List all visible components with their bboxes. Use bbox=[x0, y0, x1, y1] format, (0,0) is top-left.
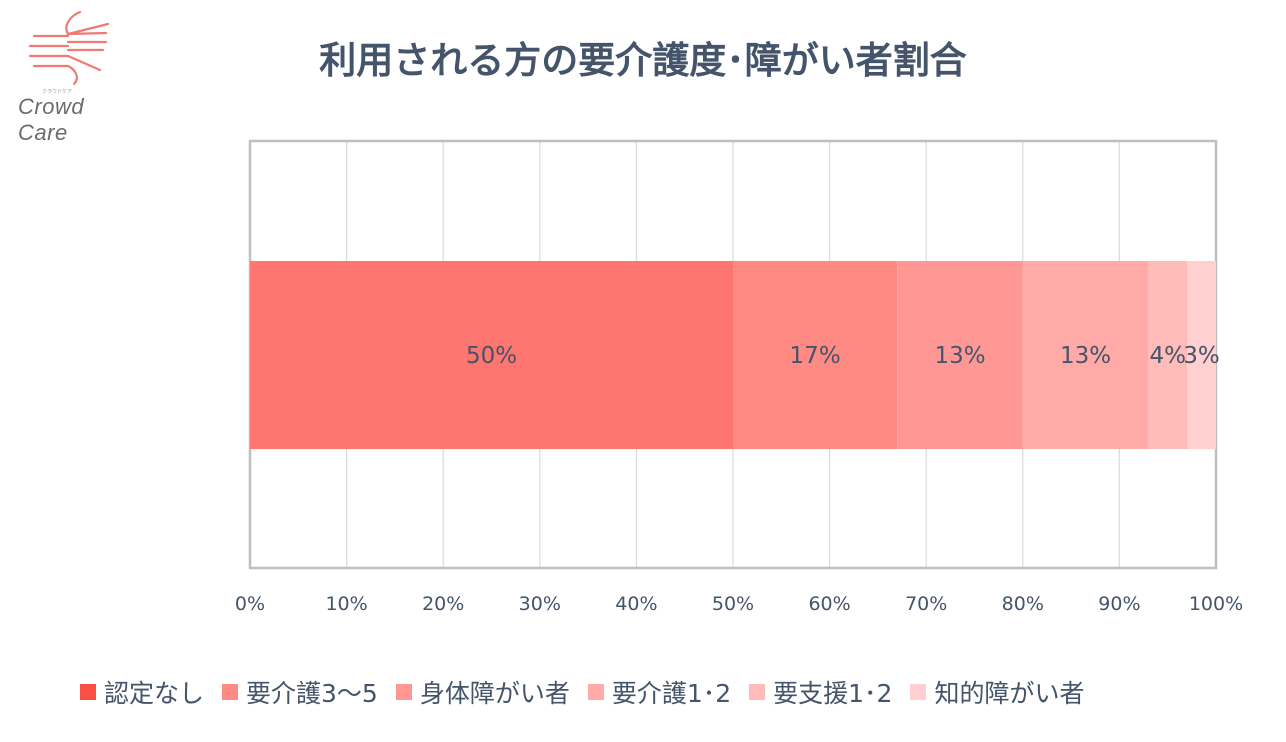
x-tick-label: 80% bbox=[1002, 593, 1044, 615]
x-tick-label: 0% bbox=[235, 593, 265, 615]
legend-swatch bbox=[910, 684, 927, 700]
legend-swatch bbox=[80, 684, 96, 700]
chart-legend: 認定なし 要介護3～5 身体障がい者 要介護1･2 要支援1･2 知的障がい者 bbox=[80, 672, 1084, 712]
data-label: 3% bbox=[1183, 343, 1220, 369]
legend-label: 知的障がい者 bbox=[934, 679, 1085, 708]
data-label: 17% bbox=[790, 343, 841, 369]
x-tick-label: 10% bbox=[325, 593, 367, 615]
x-tick-label: 20% bbox=[422, 593, 464, 615]
chart-title: 利用される方の要介護度･障がい者割合 bbox=[319, 39, 967, 82]
x-tick-label: 60% bbox=[808, 593, 850, 615]
legend-swatch bbox=[222, 684, 239, 700]
legend-swatch bbox=[749, 684, 766, 700]
x-tick-label: 100% bbox=[1189, 593, 1243, 615]
legend-label: 要支援1･2 bbox=[773, 679, 893, 708]
x-tick-label: 50% bbox=[712, 593, 754, 615]
legend-swatch bbox=[587, 684, 604, 700]
x-tick-label: 30% bbox=[519, 593, 561, 615]
crowd-care-logo: クラウドケア Crowd Care bbox=[8, 6, 138, 145]
x-tick-label: 40% bbox=[615, 593, 657, 615]
data-label: 13% bbox=[1060, 343, 1111, 369]
bar-segment bbox=[733, 261, 898, 449]
data-label: 13% bbox=[934, 343, 985, 369]
bar-segment bbox=[1148, 261, 1188, 449]
logo-kana: クラウドケア bbox=[42, 89, 73, 95]
legend-item: 身体障がい者 bbox=[395, 674, 570, 710]
bar-segment bbox=[897, 261, 1023, 449]
legend-item: 要支援1･2 bbox=[749, 674, 892, 710]
legend-swatch bbox=[395, 684, 412, 700]
data-label: 50% bbox=[466, 343, 517, 369]
x-tick-label: 70% bbox=[905, 593, 947, 615]
legend-label: 身体障がい者 bbox=[419, 679, 570, 708]
bar-segment bbox=[1187, 261, 1216, 449]
hands-logo-icon bbox=[28, 10, 110, 86]
bar-segment bbox=[1022, 261, 1149, 449]
legend-label: 認定なし bbox=[104, 679, 205, 708]
legend-label: 要介護1･2 bbox=[611, 679, 732, 708]
logo-text: Crowd Care bbox=[18, 94, 85, 145]
legend-item: 知的障がい者 bbox=[910, 674, 1084, 710]
legend-item: 要介護1･2 bbox=[587, 674, 732, 710]
legend-item: 認定なし bbox=[80, 674, 204, 710]
legend-item: 要介護3～5 bbox=[222, 674, 378, 710]
legend-label: 要介護3～5 bbox=[246, 679, 378, 708]
data-label: 4% bbox=[1149, 343, 1186, 369]
bar-segment bbox=[250, 261, 733, 449]
x-tick-label: 90% bbox=[1098, 593, 1140, 615]
